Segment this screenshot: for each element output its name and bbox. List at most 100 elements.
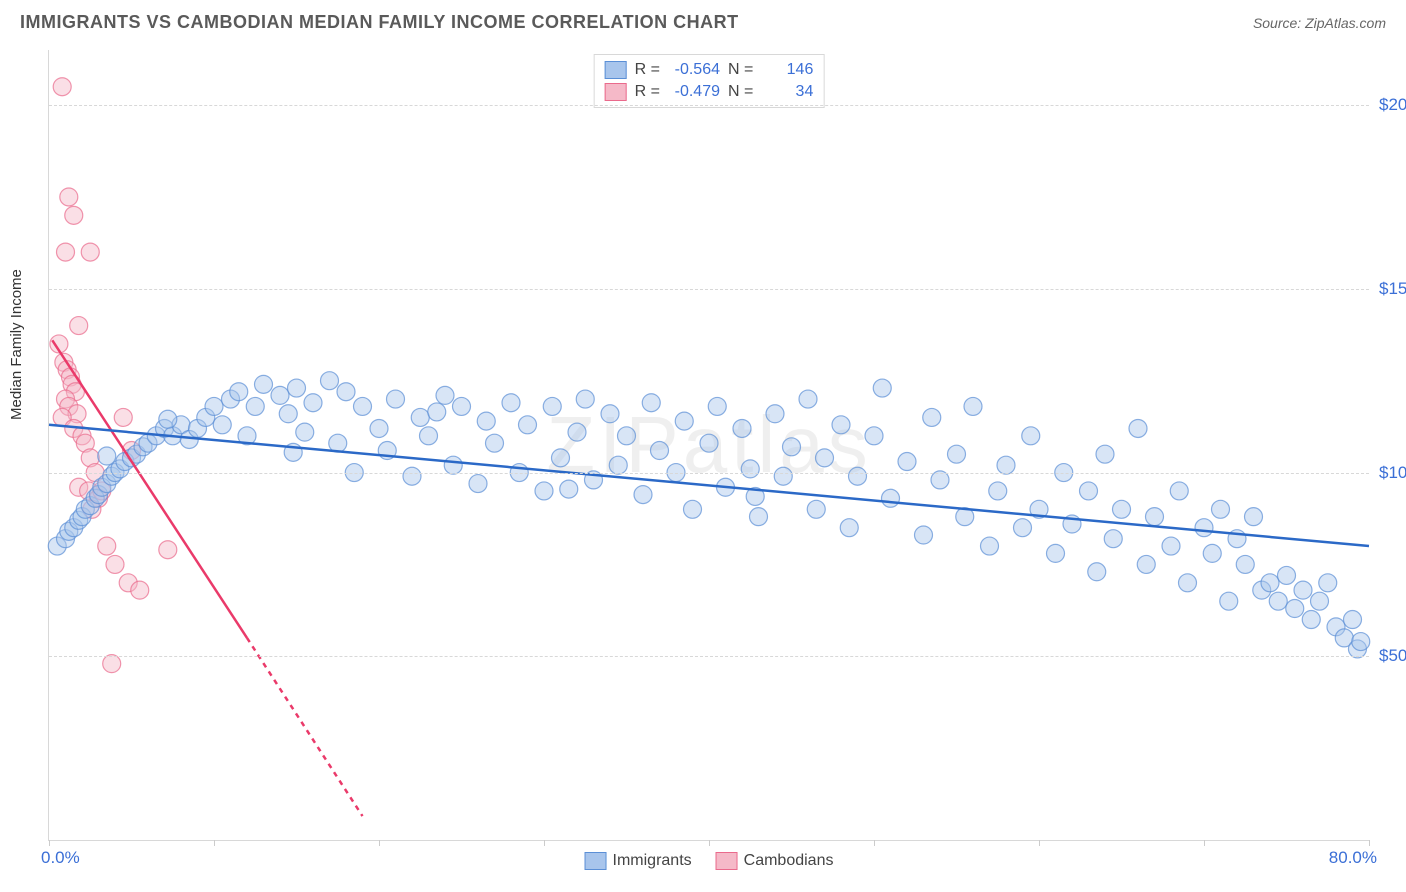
data-point bbox=[1294, 581, 1312, 599]
data-point bbox=[271, 386, 289, 404]
data-point bbox=[642, 394, 660, 412]
data-point bbox=[997, 456, 1015, 474]
data-point bbox=[931, 471, 949, 489]
data-point bbox=[1203, 544, 1221, 562]
data-point bbox=[543, 397, 561, 415]
data-point bbox=[106, 555, 124, 573]
gridline bbox=[49, 105, 1369, 106]
data-point bbox=[964, 397, 982, 415]
data-point bbox=[1352, 633, 1370, 651]
x-tick bbox=[1369, 840, 1370, 846]
data-point bbox=[321, 372, 339, 390]
data-point bbox=[923, 408, 941, 426]
data-point bbox=[57, 243, 75, 261]
data-point bbox=[1104, 530, 1122, 548]
legend-row-cambodians: R = -0.479 N = 34 bbox=[605, 81, 814, 103]
data-point bbox=[70, 317, 88, 335]
data-point bbox=[1286, 600, 1304, 618]
data-point bbox=[1311, 592, 1329, 610]
data-point bbox=[898, 453, 916, 471]
data-point bbox=[807, 500, 825, 518]
legend-label-cambodians: Cambodians bbox=[744, 852, 834, 870]
n-label: N = bbox=[728, 61, 753, 79]
n-value-cambodians: 34 bbox=[761, 83, 813, 101]
data-point bbox=[486, 434, 504, 452]
data-point bbox=[444, 456, 462, 474]
legend-label-immigrants: Immigrants bbox=[613, 852, 692, 870]
swatch-cambodians-icon bbox=[716, 852, 738, 870]
data-point bbox=[1080, 482, 1098, 500]
data-point bbox=[1096, 445, 1114, 463]
data-point bbox=[213, 416, 231, 434]
data-point bbox=[766, 405, 784, 423]
data-point bbox=[103, 655, 121, 673]
data-point bbox=[1302, 611, 1320, 629]
data-point bbox=[1113, 500, 1131, 518]
data-point bbox=[1179, 574, 1197, 592]
data-point bbox=[502, 394, 520, 412]
data-point bbox=[741, 460, 759, 478]
data-point bbox=[1195, 519, 1213, 537]
y-tick-label: $100,000 bbox=[1379, 463, 1406, 483]
r-label: R = bbox=[635, 83, 660, 101]
data-point bbox=[159, 410, 177, 428]
data-point bbox=[1047, 544, 1065, 562]
data-point bbox=[114, 408, 132, 426]
data-point bbox=[783, 438, 801, 456]
data-point bbox=[1236, 555, 1254, 573]
data-point bbox=[1269, 592, 1287, 610]
data-point bbox=[816, 449, 834, 467]
data-point bbox=[708, 397, 726, 415]
data-point bbox=[98, 447, 116, 465]
legend-item-immigrants: Immigrants bbox=[585, 852, 692, 870]
r-value-cambodians: -0.479 bbox=[668, 83, 720, 101]
data-point bbox=[230, 383, 248, 401]
data-point bbox=[609, 456, 627, 474]
data-point bbox=[469, 475, 487, 493]
data-point bbox=[131, 581, 149, 599]
data-point bbox=[436, 386, 454, 404]
gridline bbox=[49, 473, 1369, 474]
data-point bbox=[81, 243, 99, 261]
data-point bbox=[634, 486, 652, 504]
data-point bbox=[832, 416, 850, 434]
x-min-label: 0.0% bbox=[41, 848, 80, 868]
data-point bbox=[1220, 592, 1238, 610]
data-point bbox=[684, 500, 702, 518]
data-point bbox=[354, 397, 372, 415]
data-point bbox=[98, 537, 116, 555]
x-tick bbox=[1204, 840, 1205, 846]
n-value-immigrants: 146 bbox=[761, 61, 813, 79]
gridline bbox=[49, 289, 1369, 290]
data-point bbox=[750, 508, 768, 526]
data-point bbox=[255, 375, 273, 393]
data-point bbox=[651, 442, 669, 460]
data-point bbox=[246, 397, 264, 415]
y-axis-label: Median Family Income bbox=[8, 269, 25, 420]
n-label: N = bbox=[728, 83, 753, 101]
data-point bbox=[1278, 566, 1296, 584]
data-point bbox=[1319, 574, 1337, 592]
data-point bbox=[1170, 482, 1188, 500]
data-point bbox=[618, 427, 636, 445]
correlation-legend: R = -0.564 N = 146 R = -0.479 N = 34 bbox=[594, 54, 825, 108]
data-point bbox=[1344, 611, 1362, 629]
data-point bbox=[60, 188, 78, 206]
swatch-cambodians bbox=[605, 83, 627, 101]
data-point bbox=[849, 467, 867, 485]
x-tick bbox=[544, 840, 545, 846]
series-legend: Immigrants Cambodians bbox=[585, 852, 834, 870]
data-point bbox=[989, 482, 1007, 500]
x-tick bbox=[874, 840, 875, 846]
data-point bbox=[733, 419, 751, 437]
data-point bbox=[568, 423, 586, 441]
data-point bbox=[1137, 555, 1155, 573]
data-point bbox=[296, 423, 314, 441]
data-point bbox=[700, 434, 718, 452]
y-tick-label: $150,000 bbox=[1379, 279, 1406, 299]
x-max-label: 80.0% bbox=[1329, 848, 1377, 868]
data-point bbox=[1022, 427, 1040, 445]
data-point bbox=[420, 427, 438, 445]
data-point bbox=[1212, 500, 1230, 518]
data-point bbox=[675, 412, 693, 430]
